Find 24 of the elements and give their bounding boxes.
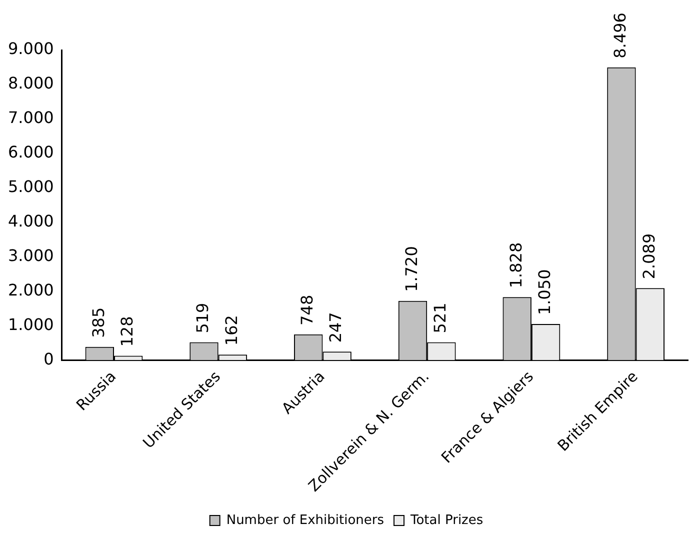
y-tick-label: 9.000 xyxy=(8,39,54,58)
y-tick-label: 6.000 xyxy=(8,142,54,162)
y-tick-label: 7.000 xyxy=(8,108,54,128)
data-label: 162 xyxy=(222,315,241,346)
y-tick-label: 4.000 xyxy=(8,211,54,230)
legend-label: Number of Exhibitioners xyxy=(226,512,384,528)
data-label: 1.050 xyxy=(534,269,554,315)
y-tick-label: 3.000 xyxy=(8,246,54,265)
data-label: 247 xyxy=(326,312,346,343)
y-tick-label: 8.000 xyxy=(8,74,54,93)
y-tick-label: 1.000 xyxy=(8,314,54,334)
y-tick-label: 2.000 xyxy=(8,280,54,300)
data-label: 1.720 xyxy=(402,246,421,292)
data-label: 128 xyxy=(117,316,136,347)
data-label: 385 xyxy=(88,307,108,338)
data-label: 2.089 xyxy=(639,233,658,280)
data-label: 8.496 xyxy=(610,12,630,58)
data-label: 521 xyxy=(430,302,450,334)
data-label: 519 xyxy=(193,302,212,334)
legend-label: Total Prizes xyxy=(410,512,484,528)
y-tick-label: 5.000 xyxy=(8,177,54,196)
data-label: 1.828 xyxy=(506,242,526,288)
data-label: 748 xyxy=(298,294,317,326)
y-tick-label: 0 xyxy=(44,349,54,368)
